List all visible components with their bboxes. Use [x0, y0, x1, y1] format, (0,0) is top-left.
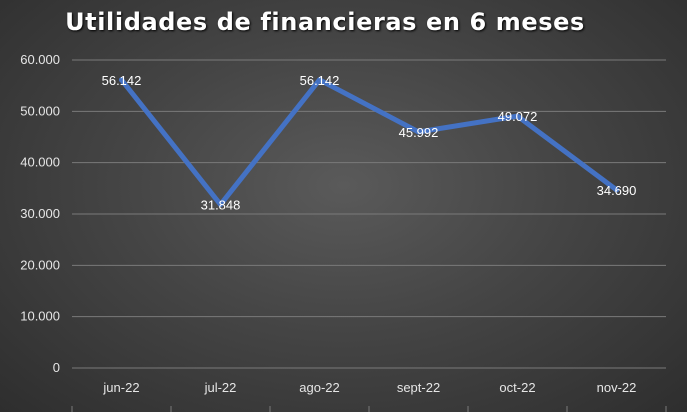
y-tick-label: 30.000 [20, 206, 60, 221]
data-point [218, 202, 223, 208]
x-tick-label: oct-22 [499, 380, 535, 395]
series-line [119, 77, 619, 208]
y-tick-label: 10.000 [20, 309, 60, 324]
data-point [614, 187, 619, 193]
data-label: 34.690 [597, 183, 637, 198]
data-label: 56.142 [300, 73, 340, 88]
y-tick-label: 40.000 [20, 155, 60, 170]
data-label: 45.992 [399, 125, 439, 140]
y-tick-label: 0 [53, 360, 60, 375]
chart-title: Utilidades de financieras en 6 meses [65, 8, 585, 36]
x-tick-label: nov-22 [597, 380, 637, 395]
y-tick-label: 60.000 [20, 52, 60, 67]
x-tick-label: jun-22 [102, 380, 139, 395]
x-tick-label: sept-22 [397, 380, 440, 395]
y-tick-label: 50.000 [20, 103, 60, 118]
x-tick-label: ago-22 [299, 380, 339, 395]
data-point [416, 129, 421, 135]
data-label: 31.848 [201, 198, 241, 213]
x-tick-label: jul-22 [204, 380, 237, 395]
data-point [317, 77, 322, 83]
data-point [515, 113, 520, 119]
data-label: 49.072 [498, 109, 538, 124]
data-label: 56.142 [102, 73, 142, 88]
data-point [119, 77, 124, 83]
y-tick-label: 20.000 [20, 257, 60, 272]
